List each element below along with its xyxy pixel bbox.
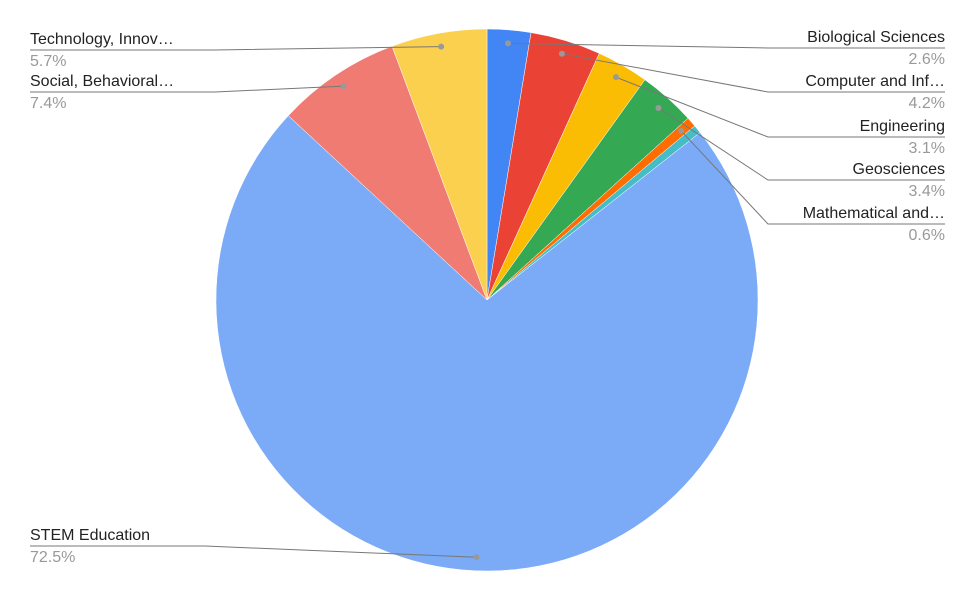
slice-value-label: 3.1% [909,140,945,157]
leader-line [30,46,442,51]
slice-value-label: 3.4% [909,183,945,200]
pie-slice [391,28,488,301]
slice-value-label: 5.7% [30,53,66,70]
slice-value-label: 72.5% [30,549,75,566]
leader-dot [612,74,619,81]
leader-line [30,545,477,558]
slice-label: Biological Sciences [807,29,945,46]
leader-line [658,107,945,181]
slice-value-label: 4.2% [909,95,945,112]
leader-line [30,85,344,93]
slice-label: Mathematical and… [803,205,945,222]
leader-dot [340,83,347,90]
slice-value-label: 7.4% [30,95,66,112]
leader-line [680,130,945,225]
slice-label: STEM Education [30,527,150,544]
leader-line [561,53,945,93]
slice-label: Computer and Inf… [805,73,945,90]
leader-dot [473,554,480,561]
slice-label: Geosciences [853,161,946,178]
leader-dot [655,104,662,111]
leader-dot [505,40,512,47]
slice-label: Engineering [860,118,945,135]
slice-value-label: 0.6% [909,227,945,244]
leader-line [615,76,945,138]
leader-dot [558,50,565,57]
leader-line [507,42,945,49]
slice-label: Social, Behavioral… [30,73,174,90]
slice-label: Technology, Innov… [30,31,174,48]
slice-value-label: 2.6% [909,51,945,68]
leader-dot [678,127,685,134]
leader-dot [438,43,445,50]
pie-slice [215,115,759,572]
